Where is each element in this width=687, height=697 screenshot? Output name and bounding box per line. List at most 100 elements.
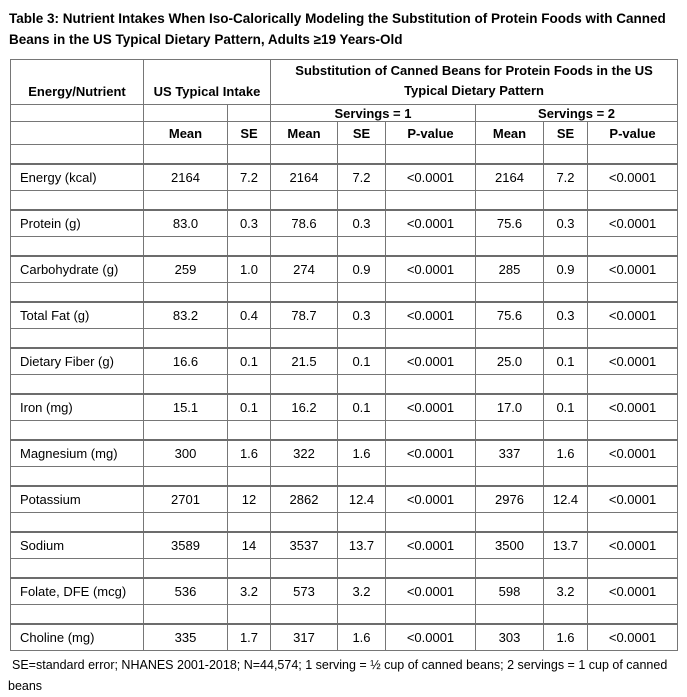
s1-mean-value: 2862 [270,484,338,513]
spacer-cell [385,144,476,164]
spacer-cell [475,374,544,394]
s1-se-value: 0.1 [337,392,386,421]
us-mean-value: 16.6 [143,346,228,375]
spacer-cell [143,282,228,302]
header-s2-mean: Mean [475,121,544,145]
spacer-cell [385,190,476,210]
s1-pvalue: <0.0001 [385,392,476,421]
spacer-cell [270,512,338,532]
nutrient-label: Dietary Fiber (g) [10,346,144,375]
s1-se-value: 1.6 [337,438,386,467]
us-mean-value: 2164 [143,162,228,191]
spacer-cell [10,604,144,624]
us-se-value: 0.4 [227,300,271,329]
table-row: Potassium 2701 12 2862 12.4 <0.0001 2976… [10,484,679,513]
table-row: Carbohydrate (g) 259 1.0 274 0.9 <0.0001… [10,254,679,283]
spacer-row [10,374,679,394]
spacer-cell [337,420,386,440]
s2-pvalue: <0.0001 [586,530,679,559]
spacer-cell [270,558,338,578]
spacer-cell [543,282,588,302]
spacer-cell [10,512,144,532]
us-mean-value: 15.1 [143,392,228,421]
spacer-cell [337,512,386,532]
header-servings-1: Servings = 1 [270,104,476,122]
nutrient-label: Energy (kcal) [10,162,144,191]
spacer-cell [227,466,271,486]
s2-se-value: 0.9 [543,254,588,283]
spacer-cell [227,144,271,164]
spacer-cell [475,236,544,256]
header-s1-mean: Mean [270,121,338,145]
s2-se-value: 0.1 [543,392,588,421]
table-title: Table 3: Nutrient Intakes When Iso-Calor… [9,11,666,47]
spacer-cell [337,282,386,302]
spacer-row [10,466,679,486]
nutrient-intake-table: Energy/Nutrient US Typical Intake Substi… [10,59,679,651]
s1-pvalue: <0.0001 [385,438,476,467]
s1-se-value: 7.2 [337,162,386,191]
table-row: Folate, DFE (mcg) 536 3.2 573 3.2 <0.000… [10,576,679,605]
spacer-cell [143,466,228,486]
s1-pvalue: <0.0001 [385,576,476,605]
spacer-cell [385,558,476,578]
nutrient-label: Protein (g) [10,208,144,237]
spacer-cell [586,144,679,164]
spacer-cell [543,558,588,578]
spacer-cell [543,236,588,256]
us-mean-value: 83.2 [143,300,228,329]
s1-mean-value: 317 [270,622,338,651]
spacer-cell [10,236,144,256]
nutrient-label: Choline (mg) [10,622,144,651]
spacer-cell [543,190,588,210]
us-mean-value: 536 [143,576,228,605]
s2-se-value: 3.2 [543,576,588,605]
spacer-cell [385,604,476,624]
s2-pvalue: <0.0001 [586,392,679,421]
spacer-row [10,512,679,532]
s2-mean-value: 285 [475,254,544,283]
spacer-cell [337,236,386,256]
header-empty-cell [227,104,271,122]
spacer-cell [227,420,271,440]
header-servings-2: Servings = 2 [474,104,679,122]
s1-se-value: 0.3 [337,208,386,237]
spacer-cell [143,558,228,578]
spacer-cell [270,328,338,348]
s2-se-value: 1.6 [543,438,588,467]
s2-se-value: 0.3 [543,300,588,329]
s1-pvalue: <0.0001 [385,208,476,237]
nutrient-label: Iron (mg) [10,392,144,421]
s2-mean-value: 2164 [475,162,544,191]
us-mean-value: 335 [143,622,228,651]
spacer-row [10,144,679,164]
s2-pvalue: <0.0001 [586,576,679,605]
spacer-cell [10,420,144,440]
s2-se-value: 7.2 [543,162,588,191]
spacer-cell [10,328,144,348]
us-se-value: 3.2 [227,576,271,605]
spacer-cell [143,512,228,532]
us-se-value: 14 [227,530,271,559]
spacer-cell [143,374,228,394]
table-row: Energy (kcal) 2164 7.2 2164 7.2 <0.0001 … [10,162,679,191]
spacer-cell [586,236,679,256]
spacer-cell [227,512,271,532]
s1-se-value: 1.6 [337,622,386,651]
s2-pvalue: <0.0001 [586,254,679,283]
spacer-cell [270,236,338,256]
spacer-cell [385,282,476,302]
spacer-cell [475,144,544,164]
table-row: Total Fat (g) 83.2 0.4 78.7 0.3 <0.0001 … [10,300,679,329]
s2-mean-value: 2976 [475,484,544,513]
spacer-cell [227,558,271,578]
nutrient-label: Total Fat (g) [10,300,144,329]
spacer-cell [227,190,271,210]
spacer-cell [385,236,476,256]
s1-se-value: 13.7 [337,530,386,559]
nutrient-label: Carbohydrate (g) [10,254,144,283]
spacer-row [10,282,679,302]
header-us-typical-intake: US Typical Intake [143,59,271,105]
spacer-row [10,604,679,624]
s2-pvalue: <0.0001 [586,208,679,237]
